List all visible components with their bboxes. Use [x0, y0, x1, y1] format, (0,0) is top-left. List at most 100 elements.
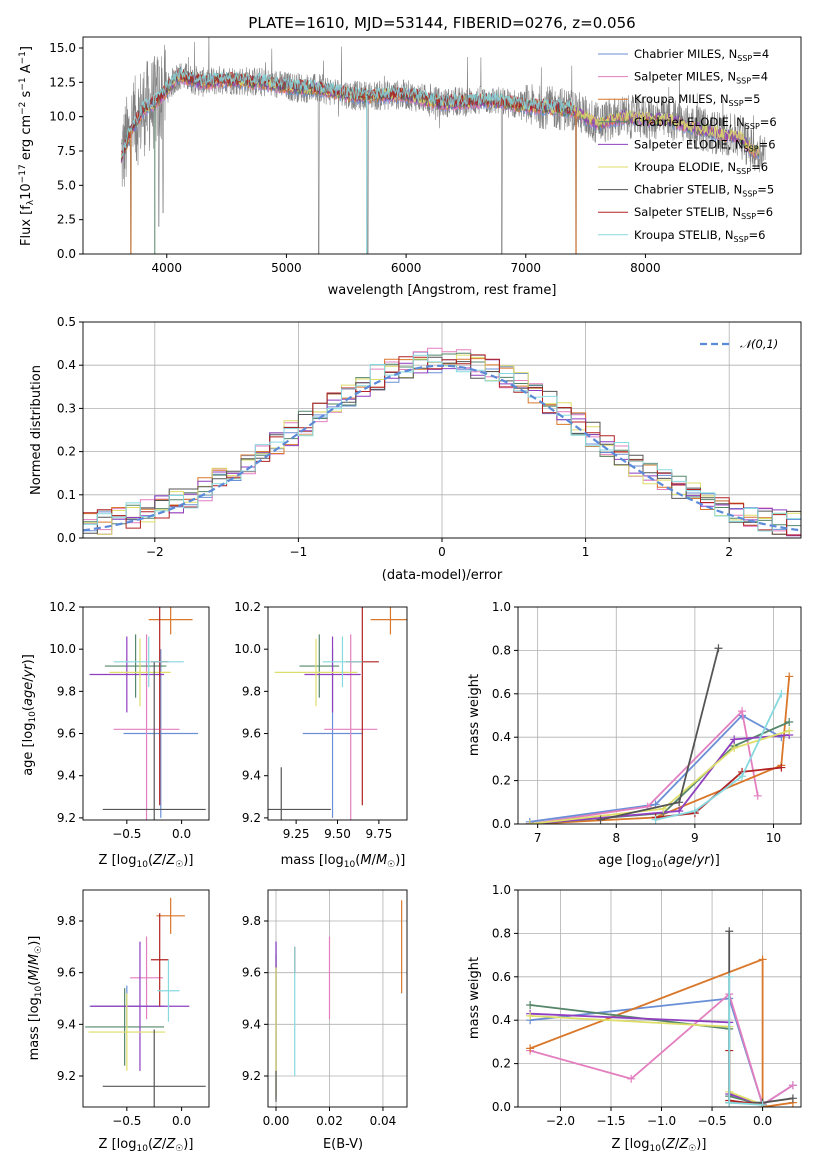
weight-marker — [738, 707, 747, 716]
ytick-label: 0.8 — [492, 643, 511, 657]
weight-z-xlabel: Z [log10(Z/Z☉)] — [612, 1137, 707, 1154]
ytick-label: 9.8 — [57, 684, 76, 698]
mass-vs-ebv-panel: 0.00 0.02 0.04 9.2 9.4 9.6 9.8 E(B-V) — [242, 889, 408, 1152]
ytick-label: 9.6 — [242, 966, 261, 980]
weight-marker — [785, 718, 794, 727]
weight-marker — [758, 1100, 767, 1107]
ytick-label: 0.8 — [492, 926, 511, 940]
mass-vs-z-panel: −0.5 0.0 9.2 9.4 9.6 9.8 Z [log10(Z/Z☉)] mass… — [27, 889, 210, 1154]
ytick-label: 0.0 — [492, 817, 511, 831]
ytick-label: 10.0 — [49, 642, 76, 656]
xtick-label: 7 — [534, 831, 542, 845]
ytick-label: 2.5 — [57, 213, 76, 227]
xtick-label: 9.75 — [366, 827, 393, 841]
residual-xlabel: (data-model)/error — [382, 568, 503, 583]
ytick-label: 0.6 — [492, 970, 511, 984]
ytick-label: 10.0 — [49, 110, 76, 124]
weight-age-xlabel: age [log10(age/yr)] — [598, 853, 720, 870]
panel-frame — [517, 606, 802, 825]
residual-ylabel: Normed distribution — [29, 365, 44, 495]
ytick-label: 9.8 — [242, 914, 261, 928]
ytick-label: 10.2 — [234, 600, 261, 614]
plot-area — [120, 37, 766, 254]
spectrum-title: PLATE=1610, MJD=53144, FIBERID=0276, z=0… — [248, 14, 635, 32]
ytick-label: 9.4 — [57, 1017, 76, 1031]
ytick-label: 0.0 — [57, 247, 76, 261]
ytick-label: 0.0 — [57, 531, 76, 545]
xtick-label: −2 — [146, 545, 164, 559]
ytick-label: 9.2 — [242, 811, 261, 825]
xtick-label: 0.0 — [172, 827, 191, 841]
legend-entry: Kroupa STELIB, NSSP=6 — [634, 228, 765, 244]
weight-vs-age-panel: 7 8 9 10 0.0 0.2 0.4 0.6 0.8 1.0 age [log10(age/y… — [467, 600, 802, 870]
weight-marker — [725, 1098, 734, 1107]
weight-marker — [525, 820, 534, 824]
age-z-ylabel: age [log10(age/yr)] — [21, 654, 38, 776]
ytick-label: 0.4 — [57, 358, 76, 372]
ytick-label: 0.2 — [492, 774, 511, 788]
xtick-label: −2.0 — [546, 1114, 575, 1128]
spectrum-ylabel: Flux [fλ10−17 erg cm−2 s−1 A−1] — [18, 46, 36, 246]
legend-entry: Kroupa MILES, NSSP=5 — [634, 92, 760, 108]
xtick-label: −0.5 — [697, 1114, 726, 1128]
xtick-label: 8 — [612, 831, 620, 845]
xtick-label: 0.0 — [753, 1114, 772, 1128]
xtick-label: 5000 — [271, 261, 302, 275]
weight-line-2 — [529, 676, 791, 824]
weight-marker — [596, 815, 605, 824]
weight-marker — [725, 972, 734, 981]
ytick-label: 7.5 — [57, 144, 76, 158]
weight-marker — [777, 763, 786, 772]
weight-marker — [738, 772, 747, 781]
ytick-label: 9.6 — [57, 966, 76, 980]
mass-ebv-xlabel: E(B-V) — [323, 1137, 363, 1152]
ytick-label: 1.0 — [492, 883, 511, 897]
ytick-label: 9.8 — [57, 914, 76, 928]
weight-marker — [730, 744, 739, 753]
ytick-label: 10.0 — [234, 642, 261, 656]
legend-entry: Salpeter MILES, NSSP=4 — [634, 70, 768, 86]
plot-area — [525, 644, 794, 824]
ytick-label: 1.0 — [492, 600, 511, 614]
xtick-label: 0.00 — [263, 1114, 290, 1128]
plot-area — [85, 897, 206, 1107]
weight-line-1 — [529, 709, 759, 824]
spectrum-frame — [82, 36, 802, 255]
xtick-label: −0.5 — [112, 1114, 141, 1128]
ytick-label: 9.2 — [57, 1069, 76, 1083]
weight-line-4 — [529, 734, 790, 824]
xtick-label: 0.02 — [316, 1114, 343, 1128]
spectrum-legend: Chabrier MILES, NSSP=4 Salpeter MILES, NS… — [598, 47, 777, 244]
ytick-label: 0.1 — [57, 488, 76, 502]
xtick-label: 0.0 — [172, 1114, 191, 1128]
histogram-step-8 — [83, 354, 801, 536]
weight-marker — [651, 815, 660, 824]
weight-marker — [526, 1044, 535, 1053]
weight-marker — [785, 726, 794, 735]
legend-entry: Chabrier STELIB, NSSP=5 — [634, 183, 774, 199]
panel-frame — [267, 889, 408, 1108]
ytick-label: 0.3 — [57, 401, 76, 415]
mass-z-xlabel: Z [log10(Z/Z☉)] — [99, 1137, 194, 1154]
ytick-label: 9.6 — [242, 727, 261, 741]
ytick-label: 15.0 — [49, 41, 76, 55]
age-vs-mass-panel: 9.25 9.50 9.75 9.2 9.4 9.6 9.8 10.0 10.2 mass [l… — [234, 600, 408, 870]
xtick-label: 2 — [725, 545, 733, 559]
ytick-label: 0.5 — [57, 315, 76, 329]
xtick-label: 7000 — [510, 261, 541, 275]
ytick-label: 0.2 — [57, 445, 76, 459]
weight-marker — [758, 955, 767, 964]
weight-marker — [725, 927, 734, 936]
age-vs-z-panel: −0.5 0.0 9.2 9.4 9.6 9.8 10.0 10.2 Z [log10(Z/Z… — [21, 600, 210, 870]
ytick-label: 5.0 — [57, 178, 76, 192]
plot-area — [83, 347, 801, 537]
xtick-label: −1.0 — [647, 1114, 676, 1128]
xtick-label: 0 — [438, 545, 446, 559]
age-mass-xlabel: mass [log10(M/M☉)] — [281, 853, 406, 870]
weight-marker — [730, 735, 739, 744]
xtick-label: 0.04 — [370, 1114, 397, 1128]
panel-frame — [82, 606, 210, 821]
weight-z-ylabel: mass weight — [467, 957, 482, 1039]
weight-line-5 — [529, 729, 790, 824]
weight-age-ylabel: mass weight — [467, 674, 482, 756]
